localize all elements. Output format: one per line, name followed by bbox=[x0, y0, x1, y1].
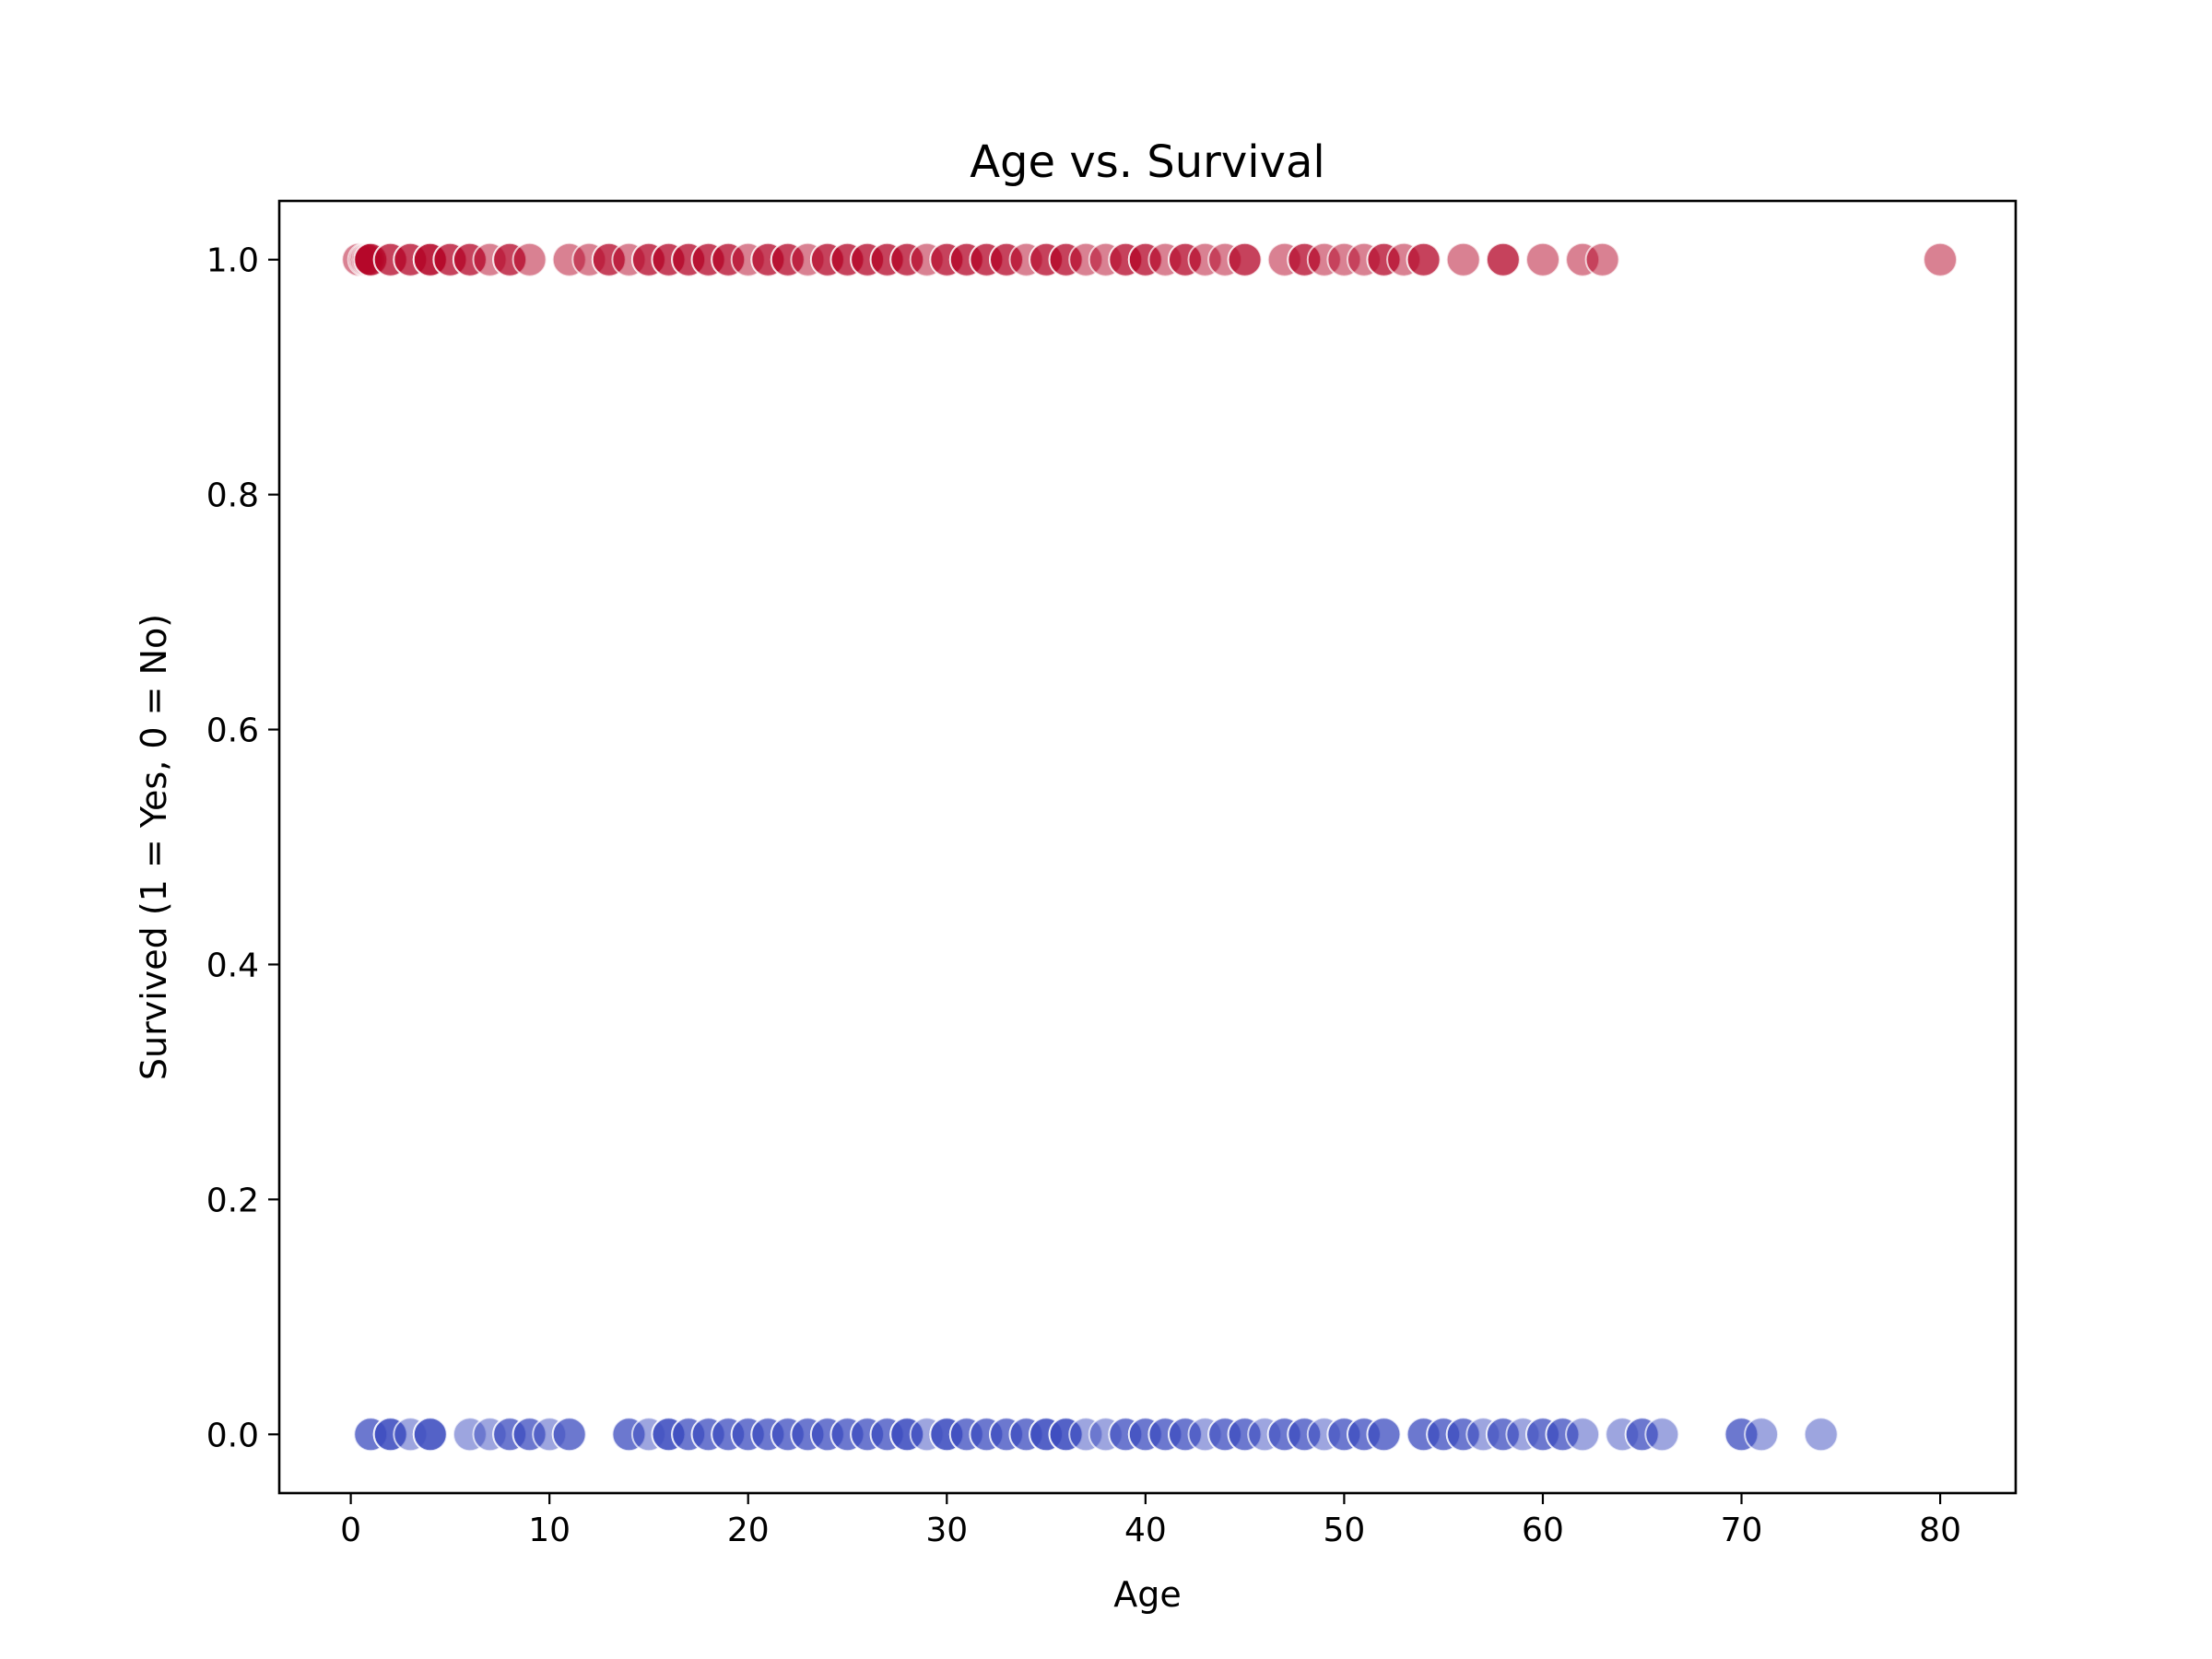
x-tick-label: 0 bbox=[340, 1512, 361, 1549]
y-tick-label: 0.6 bbox=[206, 712, 259, 750]
x-tick-label: 30 bbox=[925, 1512, 968, 1549]
y-tick-label: 0.2 bbox=[206, 1182, 259, 1219]
y-tick-label: 1.0 bbox=[206, 242, 259, 280]
data-point bbox=[1803, 1417, 1839, 1453]
data-point bbox=[1525, 241, 1560, 277]
y-axis-ticks: 0.0 0.2 0.4 0.6 0.8 1.0 bbox=[206, 242, 279, 1454]
x-tick-label: 40 bbox=[1124, 1512, 1167, 1549]
data-point bbox=[1406, 241, 1441, 277]
data-point bbox=[1744, 1417, 1780, 1453]
x-tick-label: 50 bbox=[1323, 1512, 1365, 1549]
data-point bbox=[1485, 241, 1521, 277]
data-point bbox=[1584, 241, 1620, 277]
x-axis-label: Age bbox=[1113, 1574, 1182, 1615]
x-tick-label: 70 bbox=[1721, 1512, 1763, 1549]
x-tick-label: 10 bbox=[528, 1512, 571, 1549]
x-tick-label: 80 bbox=[1919, 1512, 1961, 1549]
y-tick-label: 0.4 bbox=[206, 947, 259, 984]
y-axis-label: Survived (1 = Yes, 0 = No) bbox=[134, 614, 174, 1080]
data-point bbox=[551, 1417, 587, 1453]
x-tick-label: 60 bbox=[1522, 1512, 1564, 1549]
data-point bbox=[1923, 241, 1959, 277]
y-tick-label: 0.8 bbox=[206, 477, 259, 515]
data-point bbox=[1565, 1417, 1601, 1453]
y-tick-label: 0.0 bbox=[206, 1417, 259, 1454]
plot-frame bbox=[277, 199, 2018, 1495]
data-point bbox=[1366, 1417, 1402, 1453]
chart-title: Age vs. Survival bbox=[970, 136, 1325, 188]
x-axis-ticks: 0 10 20 30 40 50 60 70 80 bbox=[340, 1493, 1961, 1549]
data-point bbox=[1644, 1417, 1680, 1453]
data-point bbox=[412, 1417, 448, 1453]
points-layer bbox=[341, 241, 1959, 1453]
data-point bbox=[1227, 241, 1263, 277]
data-point bbox=[512, 241, 547, 277]
data-point bbox=[1445, 241, 1481, 277]
x-tick-label: 20 bbox=[727, 1512, 770, 1549]
